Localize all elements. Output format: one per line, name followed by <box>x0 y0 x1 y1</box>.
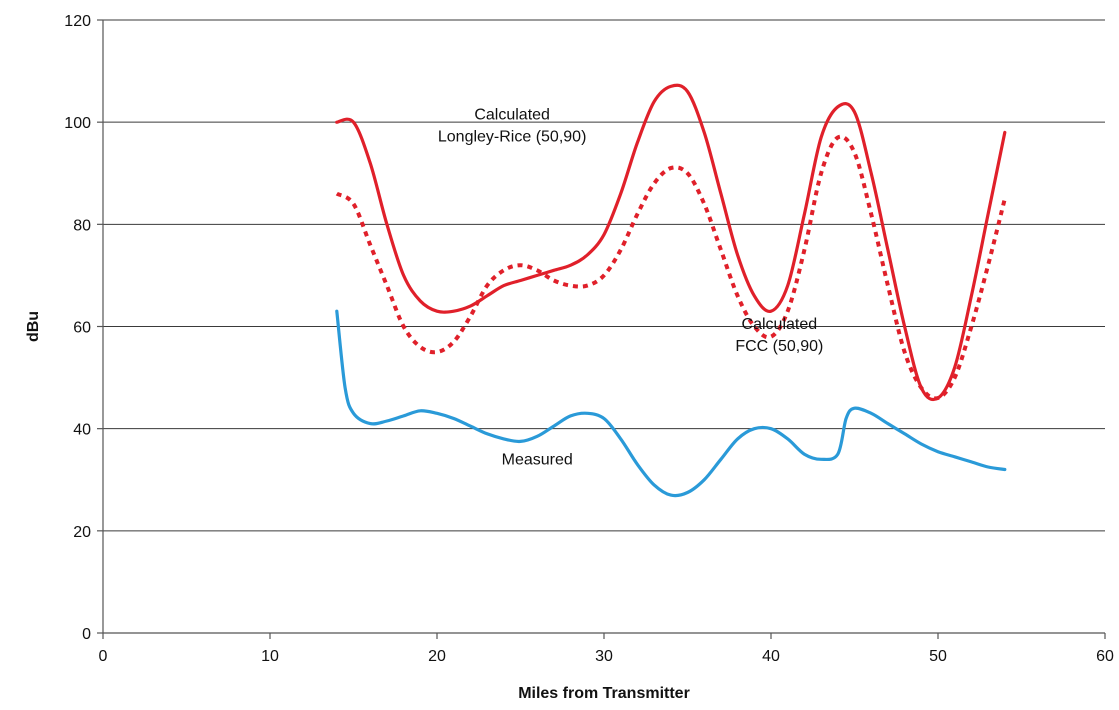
y-tick-label: 60 <box>73 320 91 337</box>
annotation-label: Measured <box>502 451 573 468</box>
x-tick-label: 40 <box>762 648 780 665</box>
x-axis-title: Miles from Transmitter <box>518 685 690 702</box>
gridlines <box>103 19 1105 532</box>
axes: 0 20 40 60 80 100 120 0 10 20 30 40 50 60 <box>64 13 1114 665</box>
y-tick-label: 40 <box>73 422 91 439</box>
x-tick-label: 50 <box>929 648 947 665</box>
annotation-label: Calculated Longley-Rice (50,90) <box>438 107 587 146</box>
y-tick-label: 100 <box>64 115 91 132</box>
y-axis-title: dBu <box>25 311 42 342</box>
annotation-label: Calculated FCC (50,90) <box>735 316 823 355</box>
series-line-3-solid <box>335 309 1007 498</box>
y-tick-label: 120 <box>64 13 91 30</box>
series-group <box>335 83 1007 498</box>
annotations: Calculated Longley-Rice (50,90) Calculated… <box>438 107 823 469</box>
x-tick-label: 30 <box>595 648 613 665</box>
y-tick-label: 80 <box>73 217 91 234</box>
y-tick-label: 20 <box>73 524 91 541</box>
series-line-2-dotted <box>335 134 1007 401</box>
series-line-1-solid <box>335 83 1007 402</box>
x-tick-label: 20 <box>428 648 446 665</box>
x-tick-label: 0 <box>99 648 108 665</box>
y-tick-label: 0 <box>82 626 91 643</box>
x-tick-label: 10 <box>261 648 279 665</box>
x-tick-label: 60 <box>1096 648 1114 665</box>
